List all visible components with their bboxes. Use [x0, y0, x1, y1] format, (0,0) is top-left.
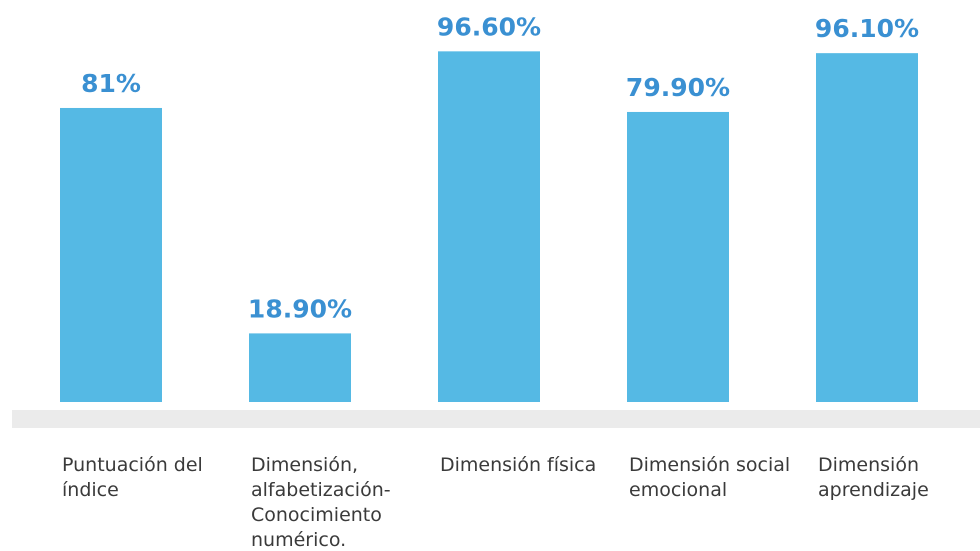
category-label: Dimensión social emocional	[629, 454, 791, 501]
value-label: 96.10%	[815, 14, 919, 43]
bar	[249, 333, 351, 402]
bar	[627, 111, 729, 402]
category-label: Puntuación del índice	[62, 454, 203, 501]
bar	[816, 53, 918, 402]
baseline-band	[12, 410, 980, 428]
category-label: Dimensión, alfabetización-Conocimiento n…	[251, 454, 391, 551]
category-label: Dimensión física	[440, 454, 597, 476]
bar	[438, 51, 540, 402]
bar	[60, 107, 162, 402]
value-label: 81%	[81, 69, 141, 98]
value-label: 96.60%	[437, 12, 541, 41]
value-label: 18.90%	[248, 294, 352, 323]
value-label: 79.90%	[626, 73, 730, 102]
category-label: Dimensión aprendizaje	[818, 454, 929, 501]
